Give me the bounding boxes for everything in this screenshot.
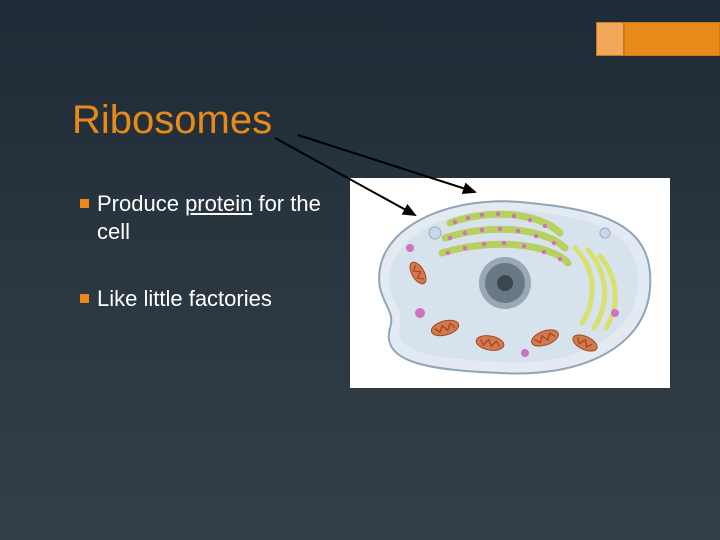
bullet-marker-icon xyxy=(80,199,89,208)
cell-svg xyxy=(350,178,670,388)
bullet-keyword: protein xyxy=(185,191,252,216)
accent-bar xyxy=(596,22,720,56)
bullet-item: Like little factories xyxy=(80,285,340,313)
bullet-list: Produce protein for the cell Like little… xyxy=(80,190,340,353)
bullet-marker-icon xyxy=(80,294,89,303)
slide-title: Ribosomes xyxy=(72,98,272,143)
accent-light-block xyxy=(596,22,624,56)
bullet-text: Like little factories xyxy=(97,285,272,313)
accent-dark-block xyxy=(624,22,720,56)
nucleus xyxy=(479,257,531,309)
bullet-text: Produce protein for the cell xyxy=(97,190,340,245)
bullet-item: Produce protein for the cell xyxy=(80,190,340,245)
cell-diagram xyxy=(350,178,670,388)
bullet-text-pre: Produce xyxy=(97,191,185,216)
